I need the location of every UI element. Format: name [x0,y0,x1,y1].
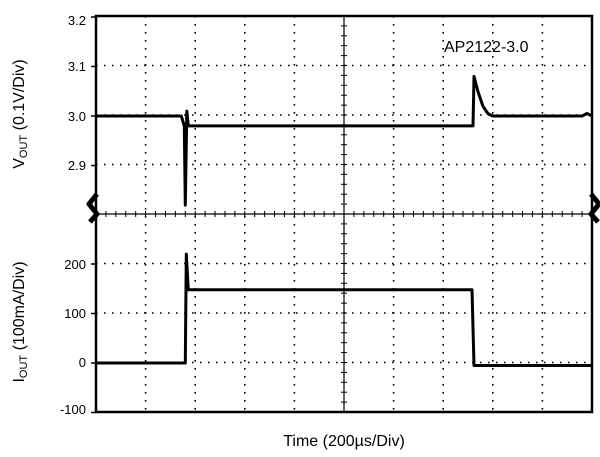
top-y-tick-label: 3.0 [68,109,86,124]
top-ylabel-sub: OUT [18,135,30,159]
top-y-axis-label: VOUT (0.1V/Div) [11,59,30,168]
bottom-y-tick-labels: 200 100 0 -100 [60,257,86,417]
bottom-y-axis-label: IOUT (100mA/Div) [11,261,30,382]
bottom-y-tick-label: 0 [79,355,86,370]
top-y-tick-label: 3.1 [68,59,86,74]
top-ylabel-rest: (0.1V/Div) [11,59,28,135]
part-number-annotation: AP2122-3.0 [444,39,529,56]
top-y-tick-label: 2.9 [68,158,86,173]
bottom-y-tick-label: 100 [64,306,86,321]
top-y-tick-labels: 3.2 3.1 3.0 2.9 [68,13,86,173]
top-ylabel-main: V [11,158,28,169]
x-axis-label: Time (200µs/Div) [283,433,405,450]
bottom-y-tick-label: -100 [60,402,86,417]
bottom-ylabel-sub: OUT [18,355,30,379]
bottom-ylabel-rest: (100mA/Div) [11,261,28,354]
top-y-tick-label: 3.2 [68,13,86,28]
bottom-y-tick-label: 200 [64,257,86,272]
